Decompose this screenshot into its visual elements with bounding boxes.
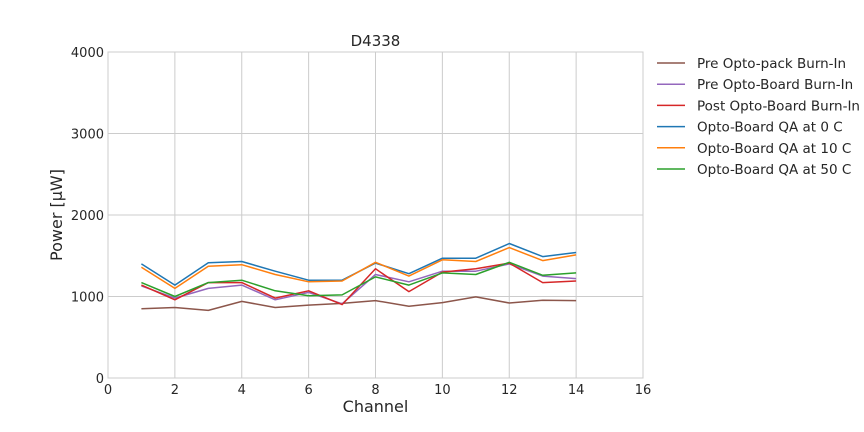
x-axis-label: Channel [343, 397, 409, 416]
x-tick-label: 0 [104, 383, 112, 398]
x-tick-label: 14 [568, 383, 585, 398]
grid [107, 51, 644, 379]
y-tick-label: 2000 [71, 209, 104, 224]
x-tick-label: 12 [501, 383, 518, 398]
series-line-6 [141, 261, 577, 298]
y-axis-label: Power [μW] [47, 169, 66, 261]
legend-entry: Pre Opto-Board Burn-In [697, 77, 853, 93]
series-lines [140, 242, 577, 312]
x-tick-label: 4 [238, 383, 246, 398]
legend-entry: Opto-Board QA at 10 C [697, 141, 851, 157]
y-tick-label: 3000 [71, 128, 104, 143]
x-tick-label: 2 [171, 383, 179, 398]
y-tick-label: 1000 [71, 291, 104, 306]
x-tick-label: 8 [371, 383, 379, 398]
chart-title: D4338 [351, 32, 401, 50]
x-tick-label: 16 [635, 383, 652, 398]
y-tick-label: 4000 [71, 46, 104, 61]
legend: Pre Opto-pack Burn-In Pre Opto-Board Burn… [657, 56, 860, 178]
legend-entry: Post Opto-Board Burn-In [697, 98, 860, 114]
x-tick-label: 6 [304, 383, 312, 398]
x-tick-label: 10 [434, 383, 451, 398]
x-tick-labels: 0 2 4 6 8 10 12 14 16 [104, 383, 651, 398]
series-line-5 [140, 246, 577, 290]
legend-entry: Opto-Board QA at 0 C [697, 120, 843, 136]
legend-entry: Pre Opto-pack Burn-In [697, 56, 846, 72]
y-tick-labels: 0 1000 2000 3000 4000 [71, 46, 104, 387]
y-tick-label: 0 [96, 372, 104, 387]
series-line-1 [141, 296, 577, 312]
legend-entry: Opto-Board QA at 50 C [697, 162, 851, 178]
